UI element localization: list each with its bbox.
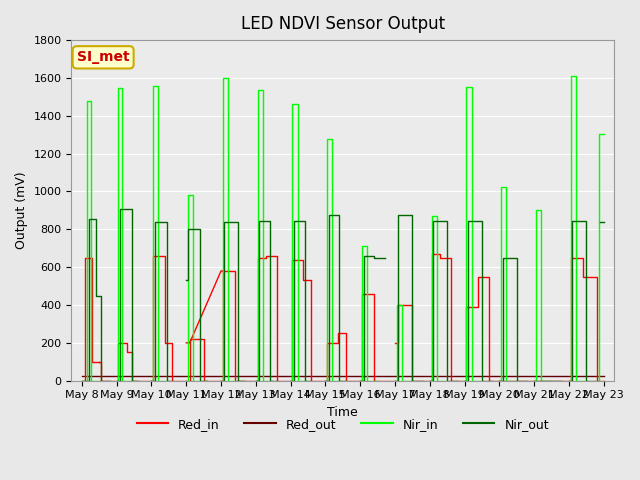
Line: Nir_out: Nir_out [82,209,604,381]
Text: SI_met: SI_met [77,50,129,64]
Nir_in [323,137,331,143]
Red_in [408,302,416,308]
Red_out [326,373,333,379]
Nir_in [78,378,86,384]
X-axis label: Time: Time [328,406,358,419]
Nir_out [582,218,590,224]
Line: Red_in: Red_in [82,254,604,381]
Legend: Red_in, Red_out, Nir_in, Nir_out: Red_in, Red_out, Nir_in, Nir_out [132,413,554,436]
Red_out [506,373,513,379]
Nir_in [463,378,470,384]
Nir_in [342,378,350,384]
Nir_out [335,212,343,218]
Red_out [78,373,86,379]
Red_out [360,373,368,379]
Red_in [333,340,341,346]
Red_out [600,373,607,379]
Red_in [186,378,193,384]
Red_in [593,274,600,279]
Red_in [161,253,169,259]
Line: Nir_in: Nir_in [82,76,604,381]
Nir_in [595,131,602,137]
Red_out [329,373,337,379]
Y-axis label: Output (mV): Output (mV) [15,172,28,249]
Nir_in [238,378,246,384]
Nir_in [582,378,590,384]
Nir_out [596,219,604,225]
Red_out [588,373,595,379]
Nir_out [78,378,86,384]
Red_in [78,378,86,384]
Title: LED NDVI Sensor Output: LED NDVI Sensor Output [241,15,445,33]
Nir_out [235,219,243,225]
Red_out [388,373,396,379]
Nir_out [321,378,329,384]
